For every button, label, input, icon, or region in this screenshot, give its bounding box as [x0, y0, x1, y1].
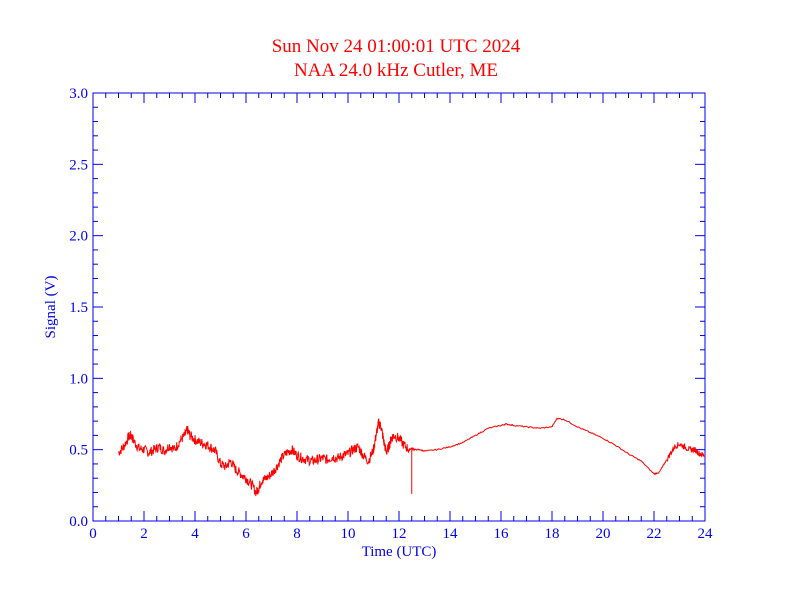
x-tick-label: 10 — [341, 526, 356, 542]
y-tick-label: 0.0 — [69, 514, 88, 530]
x-tick-label: 0 — [89, 526, 97, 542]
signal-series-line — [118, 417, 706, 497]
y-tick-label: 1.5 — [69, 300, 88, 316]
x-tick-label: 16 — [494, 526, 510, 542]
x-tick-label: 12 — [392, 526, 407, 542]
x-tick-label: 4 — [191, 526, 199, 542]
x-axis-title: Time (UTC) — [362, 544, 437, 560]
x-tick-label: 6 — [242, 526, 250, 542]
x-tick-label: 20 — [596, 526, 611, 542]
y-tick-label: 3.0 — [69, 86, 88, 102]
plot-frame — [92, 92, 706, 522]
x-tick-label: 24 — [698, 526, 714, 542]
chart-title: Sun Nov 24 01:00:01 UTC 2024 — [271, 36, 521, 57]
chart-subtitle: NAA 24.0 kHz Cutler, ME — [294, 60, 498, 81]
series-layer — [118, 417, 706, 497]
y-tick-label: 0.5 — [69, 443, 88, 459]
x-tick-label: 14 — [443, 526, 459, 542]
x-tick-label: 2 — [140, 526, 148, 542]
axis-tick-labels: 0 2 4 6 8 10 12 14 16 18 20 22 240.00.51.01.52.02.53… — [69, 86, 713, 542]
y-axis-title: Signal (V) — [43, 276, 59, 339]
x-tick-label: 18 — [545, 526, 560, 542]
x-tick-label: 8 — [293, 526, 301, 542]
x-tick-label: 22 — [647, 526, 662, 542]
y-tick-label: 1.0 — [69, 371, 88, 387]
axis-ticks — [92, 92, 706, 522]
y-tick-label: 2.0 — [69, 229, 88, 245]
y-tick-label: 2.5 — [69, 157, 88, 173]
